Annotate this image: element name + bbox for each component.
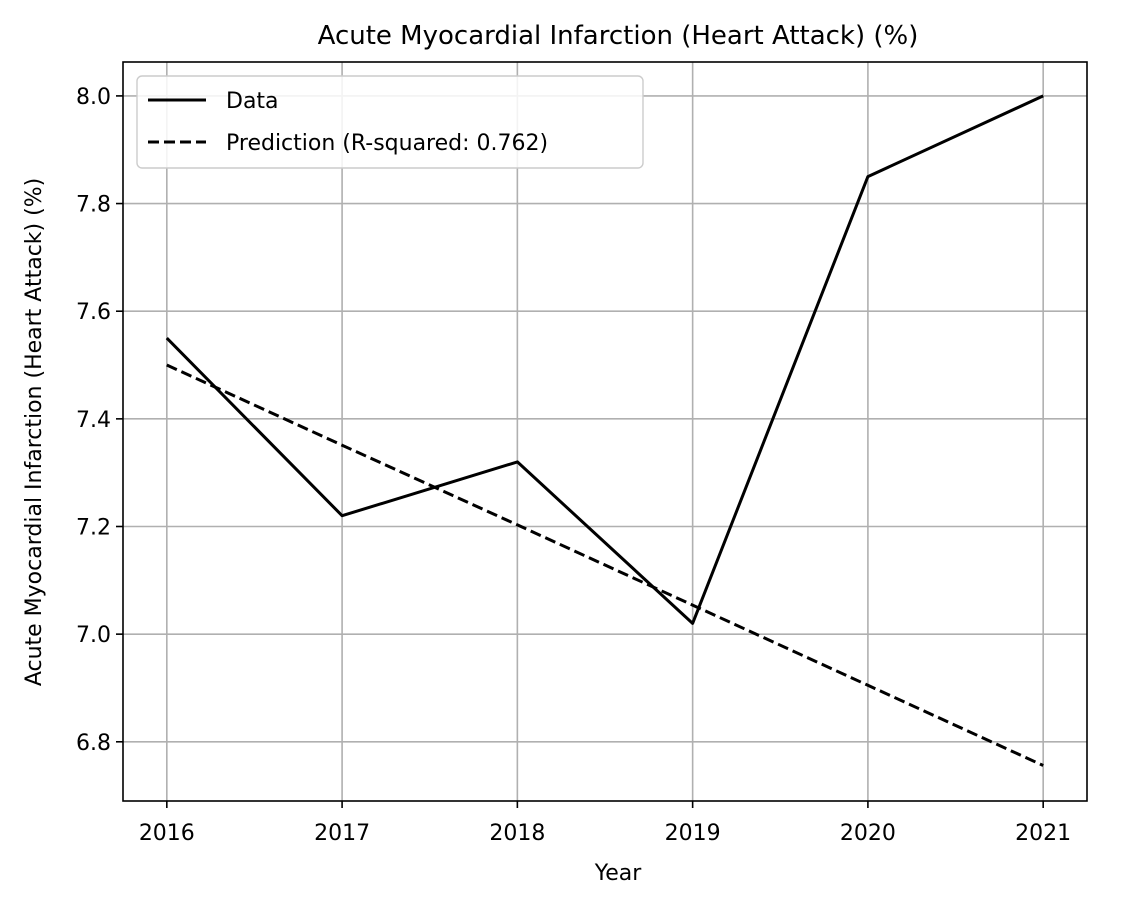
grid: [123, 62, 1087, 801]
legend: Data Prediction (R-squared: 0.762): [136, 75, 644, 169]
legend-label-data: Data: [226, 89, 279, 114]
y-tick-label: 7.6: [76, 300, 111, 325]
y-tick-label: 6.8: [76, 731, 111, 756]
y-tick-label: 7.8: [76, 193, 111, 218]
series-layer: [165, 94, 1044, 767]
legend-label-prediction: Prediction (R-squared: 0.762): [226, 131, 548, 156]
prediction-series-line: [166, 363, 1044, 767]
y-axis-title: Acute Myocardial Infarction (Heart Attac…: [22, 178, 47, 686]
y-tick-label: 7.2: [76, 515, 111, 540]
x-axis: 2016 2017 2018 2019 2020 2021: [139, 801, 1071, 846]
x-tick-label: 2020: [840, 821, 896, 846]
plot-frame: [122, 61, 1088, 802]
x-tick-label: 2017: [314, 821, 370, 846]
legend-box: [136, 75, 644, 169]
chart-title: Acute Myocardial Infarction (Heart Attac…: [318, 21, 919, 51]
x-tick-label: 2016: [139, 821, 195, 846]
y-axis: 6.8 7.0 7.2 7.4 7.6 7.8 8.0: [76, 85, 123, 756]
x-tick-label: 2018: [489, 821, 545, 846]
data-series-line: [165, 94, 1044, 625]
y-tick-label: 7.4: [76, 408, 111, 433]
x-axis-title: Year: [594, 861, 643, 886]
x-tick-label: 2019: [665, 821, 721, 846]
y-tick-label: 8.0: [76, 85, 111, 110]
y-tick-label: 7.0: [76, 623, 111, 648]
x-tick-label: 2021: [1015, 821, 1071, 846]
